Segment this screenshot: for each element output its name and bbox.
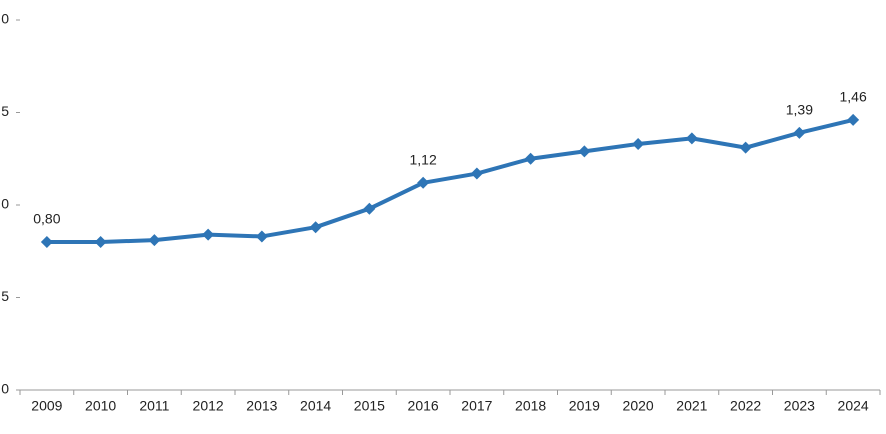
marker [847, 113, 860, 126]
x-tick-label: 2021 [676, 398, 707, 414]
marker [148, 234, 161, 247]
x-tick-label: 2024 [838, 398, 869, 414]
marker [202, 228, 215, 241]
x-tick-label: 2019 [569, 398, 600, 414]
marker [255, 230, 268, 243]
marker [793, 126, 806, 139]
marker [632, 137, 645, 150]
y-tick-label: 2,0 [0, 11, 9, 27]
marker [685, 132, 698, 145]
y-tick-label: 0,0 [0, 381, 9, 397]
marker [739, 141, 752, 154]
x-tick-label: 2009 [31, 398, 62, 414]
x-tick-label: 2011 [139, 398, 169, 414]
data-label: 1,12 [410, 152, 437, 168]
marker [470, 167, 483, 180]
x-tick-label: 2010 [85, 398, 116, 414]
x-tick-label: 2013 [246, 398, 277, 414]
x-tick-label: 2018 [515, 398, 546, 414]
marker [363, 202, 376, 215]
data-label: 0,80 [33, 211, 60, 227]
x-tick-label: 2012 [193, 398, 224, 414]
y-tick-label: 1,0 [0, 196, 9, 212]
data-label: 1,46 [840, 89, 867, 105]
y-tick-label: 1,5 [0, 103, 9, 119]
y-tick-label: 0,5 [0, 288, 9, 304]
x-tick-label: 2020 [623, 398, 654, 414]
x-tick-label: 2023 [784, 398, 815, 414]
marker [524, 152, 537, 165]
marker [94, 236, 107, 248]
x-tick-label: 2016 [408, 398, 439, 414]
data-label: 1,39 [786, 102, 813, 118]
line [46, 117, 854, 244]
x-tick-label: 2022 [730, 398, 761, 414]
marker [309, 221, 322, 234]
marker [417, 176, 430, 189]
marker [40, 236, 53, 248]
x-tick-label: 2014 [300, 398, 331, 414]
x-tick-label: 2015 [354, 398, 385, 414]
x-tick-label: 2017 [461, 398, 492, 414]
marker [578, 145, 591, 158]
